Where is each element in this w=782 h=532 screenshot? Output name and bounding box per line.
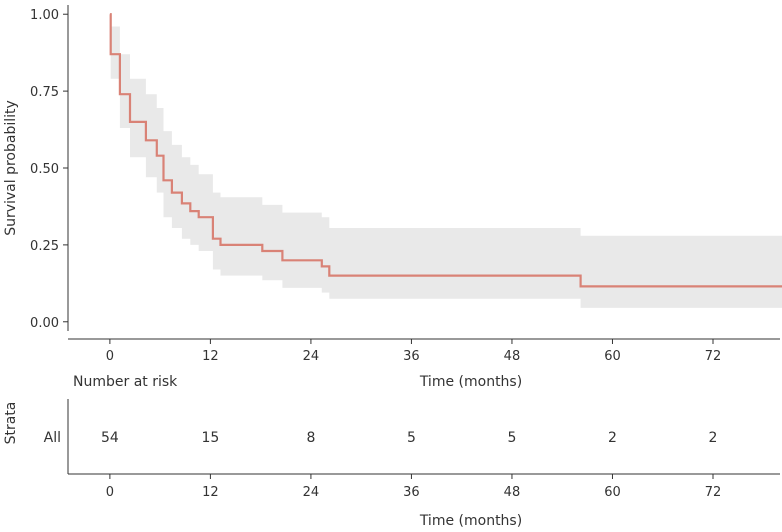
x-tick-label: 60 [604,349,621,364]
risk-x-tick-label: 48 [504,485,521,500]
survival-y-ticks: 0.00 0.25 0.50 0.75 1.00 [30,8,68,331]
risk-table-cell: 5 [507,430,516,446]
risk-table-cell: 54 [101,430,119,446]
confidence-band [109,14,782,308]
risk-table: Number at risk Strata All 54 15 8 5 5 2 2 0 12 2… [3,374,780,529]
risk-table-cell: 15 [201,430,219,446]
x-tick-label: 72 [705,349,722,364]
x-tick-label: 12 [202,349,219,364]
risk-x-tick-label: 12 [202,485,219,500]
risk-table-cell: 2 [709,430,718,446]
risk-table-x-ticks: 0 12 24 36 48 60 72 [106,474,722,500]
risk-x-tick-label: 72 [705,485,722,500]
risk-table-cell: 5 [407,430,416,446]
risk-x-tick-label: 0 [106,485,114,500]
x-tick-label: 36 [403,349,420,364]
risk-table-x-axis-label: Time (months) [419,513,522,529]
risk-table-row-label-all: All [44,430,61,446]
survival-x-ticks: 0 12 24 36 48 60 72 [106,339,722,364]
y-tick-label: 0.75 [30,85,59,100]
x-tick-label: 48 [504,349,521,364]
risk-table-title: Number at risk [73,374,178,390]
y-tick-label: 0.25 [30,239,59,254]
risk-table-cell: 8 [306,430,315,446]
y-tick-label: 1.00 [30,8,59,23]
y-tick-label: 0.50 [30,162,59,177]
risk-table-strata-label: Strata [3,402,19,445]
risk-x-tick-label: 36 [403,485,420,500]
survival-y-axis-label: Survival probability [3,100,19,236]
risk-x-tick-label: 60 [604,485,621,500]
survival-curve-all [109,13,782,288]
y-tick-label: 0.00 [30,316,59,331]
survival-x-axis-label: Time (months) [419,374,522,390]
risk-table-cell: 2 [608,430,617,446]
risk-table-cells: 54 15 8 5 5 2 2 [101,430,717,446]
x-tick-label: 24 [303,349,320,364]
risk-x-tick-label: 24 [303,485,320,500]
survival-plot: 0.00 0.25 0.50 0.75 1.00 0 12 24 36 48 60 72 Survi… [3,5,782,390]
x-tick-label: 0 [106,349,114,364]
